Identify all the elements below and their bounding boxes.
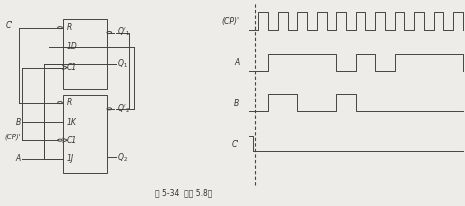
Text: C': C' [232,140,239,149]
Text: (CP)': (CP)' [5,133,21,140]
Text: A: A [234,58,239,67]
Text: $Q_2$: $Q_2$ [117,151,128,164]
Bar [63,95,107,173]
Text: $Q_1$: $Q_1$ [117,58,128,70]
Text: R: R [66,98,72,107]
Text: B: B [16,118,21,127]
Text: A: A [16,154,21,163]
Text: $Q'_2$: $Q'_2$ [117,102,131,115]
Bar [63,19,107,89]
Text: C1: C1 [66,63,77,72]
Text: R: R [66,23,72,32]
Text: $Q'_1$: $Q'_1$ [117,26,131,38]
Text: 1D: 1D [66,42,77,51]
Text: (CP)': (CP)' [221,17,239,26]
Text: B: B [234,98,239,108]
Text: C1: C1 [66,136,77,145]
Text: 1K: 1K [66,118,76,127]
Text: C': C' [6,21,13,30]
Text: 1J: 1J [66,154,73,163]
Text: 图 5-34  习题 5.8图: 图 5-34 习题 5.8图 [155,189,213,198]
